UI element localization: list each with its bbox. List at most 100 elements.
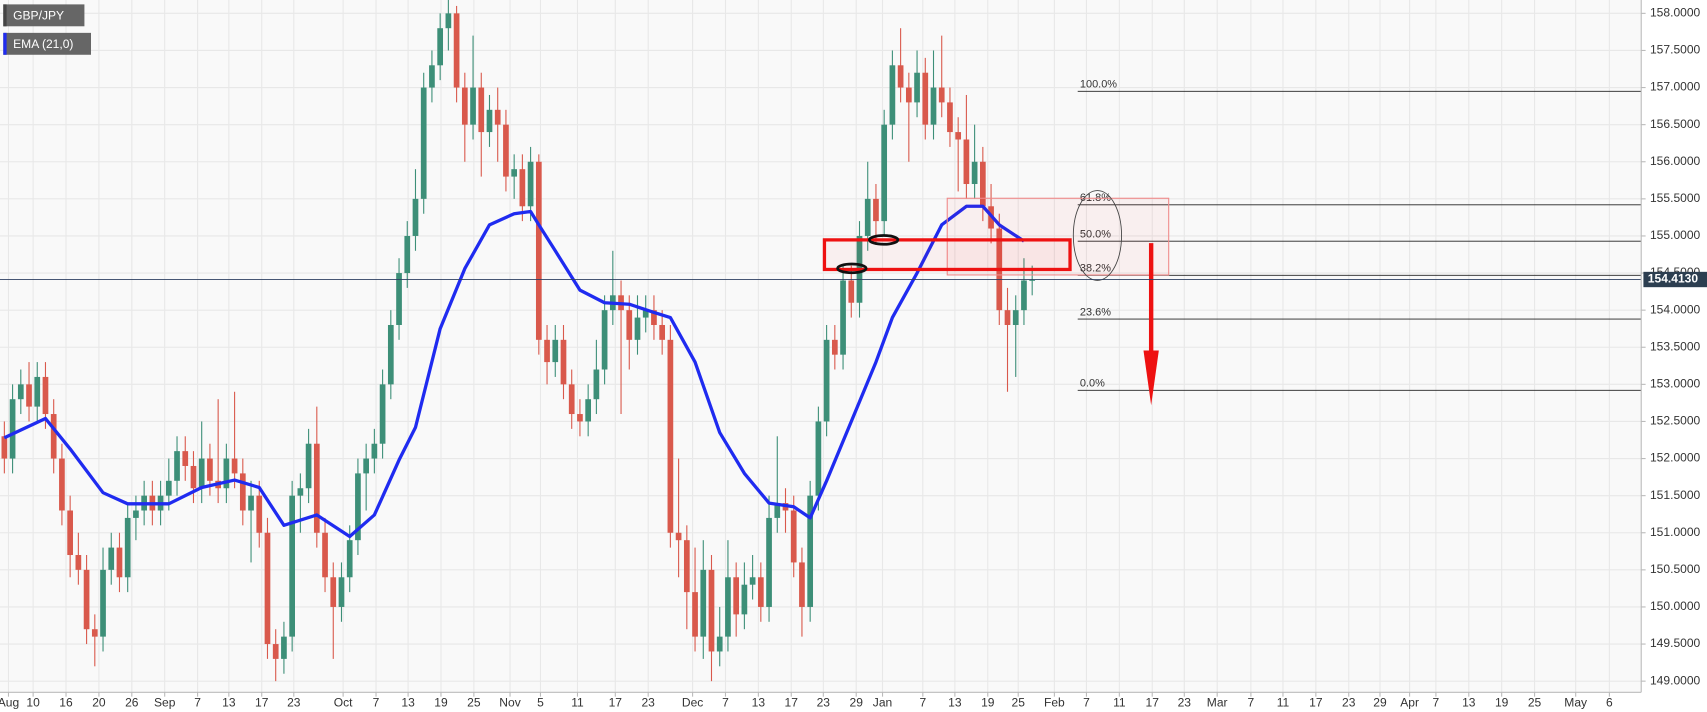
axes: 149.0000 149.5000 150.0000 150.5000 151.0000… <box>0 6 1707 709</box>
candle-body <box>387 324 394 385</box>
last-price-box <box>1643 271 1707 288</box>
candle-body <box>363 458 370 474</box>
y-tick-label: 149.0000 <box>1650 673 1701 687</box>
fib-label: 0.0% <box>1080 378 1105 390</box>
x-tick-label: Oct <box>334 695 353 709</box>
candle-body <box>75 555 82 570</box>
x-tick-label: 10 <box>26 695 40 709</box>
x-tick-label: 13 <box>401 695 415 709</box>
candle-body <box>560 339 567 385</box>
marker-ellipse <box>868 234 900 246</box>
candle-body <box>519 169 526 207</box>
x-tick-label: 13 <box>752 695 766 709</box>
last-price-label: 154.4130 <box>1648 272 1699 286</box>
y-tick-label: 154.0000 <box>1650 302 1701 316</box>
candle-body <box>239 473 246 511</box>
x-tick-label: 7 <box>1248 695 1255 709</box>
arrow-head <box>1143 350 1159 406</box>
y-tick-label: 153.0000 <box>1650 377 1701 391</box>
candle-body <box>601 310 608 370</box>
candle-body <box>527 161 534 207</box>
candle-body <box>91 629 98 637</box>
x-tick-label: 19 <box>434 695 448 709</box>
y-tick-label: 157.5000 <box>1650 43 1701 57</box>
fib-label: 50.0% <box>1080 228 1111 240</box>
x-tick-label: May <box>1564 695 1587 709</box>
x-tick-label: 16 <box>59 695 73 709</box>
candle-body <box>190 465 197 489</box>
candle-body <box>873 198 879 222</box>
x-tick-label: 23 <box>1342 695 1356 709</box>
candle-body <box>429 65 435 88</box>
legend-label: GBP/JPY <box>13 9 64 23</box>
candle-body <box>124 517 131 578</box>
candle-body <box>914 72 920 103</box>
x-tick-label: 6 <box>1606 695 1613 709</box>
x-tick-label: 17 <box>785 695 799 709</box>
candle-body <box>642 310 649 318</box>
x-tick-label: Nov <box>499 695 520 709</box>
candle-body <box>1004 310 1011 325</box>
candle-body <box>675 532 682 541</box>
candle-body <box>83 569 90 630</box>
candle-body <box>198 458 205 489</box>
candle-body <box>848 280 855 303</box>
candle-body <box>708 569 715 652</box>
candle-body <box>108 547 115 570</box>
x-tick-label: Apr <box>1400 695 1419 709</box>
ema-line <box>3 204 1025 539</box>
candle-body <box>133 510 139 518</box>
candle-body <box>790 510 797 563</box>
candle-body <box>396 273 402 325</box>
candle-body <box>749 577 756 585</box>
x-tick-label: Dec <box>682 695 703 709</box>
candle-body <box>700 569 707 637</box>
x-tick-label: 17 <box>1146 695 1160 709</box>
candle-body <box>470 87 476 125</box>
candle-body <box>174 451 180 481</box>
candle-body <box>930 87 937 125</box>
candle-body <box>840 280 846 355</box>
ema-line <box>3 204 1025 539</box>
y-tick-label: 156.5000 <box>1650 117 1701 131</box>
candle-body <box>338 577 345 607</box>
candle-body <box>938 87 945 103</box>
candle-body <box>281 636 287 659</box>
x-tick-label: 25 <box>1011 695 1025 709</box>
x-tick-label: 11 <box>571 695 584 709</box>
candle-body <box>947 102 953 133</box>
legend-label: EMA (21,0) <box>13 37 73 51</box>
y-tick-label: 150.0000 <box>1650 599 1701 613</box>
candle-body <box>256 495 263 533</box>
candle-body <box>593 369 600 400</box>
x-tick-label: 23 <box>287 695 301 709</box>
candle-body <box>420 87 427 199</box>
y-tick-label: 158.0000 <box>1650 6 1701 20</box>
fib-label: 23.6% <box>1080 306 1111 318</box>
candle-body <box>864 198 871 236</box>
candle-body <box>412 198 419 236</box>
candle-body <box>313 443 320 533</box>
candle-body <box>59 458 65 511</box>
candle-body <box>889 65 896 125</box>
candle-body <box>815 421 822 496</box>
candle-body <box>905 87 912 103</box>
candle-body <box>552 339 559 363</box>
y-tick-label: 152.5000 <box>1650 414 1701 428</box>
candle-body <box>725 577 731 637</box>
candle-body <box>9 399 16 459</box>
y-tick-label: 155.0000 <box>1650 228 1701 242</box>
x-tick-label: 7 <box>373 695 380 709</box>
candle-body <box>881 124 888 222</box>
zone-box <box>946 197 1170 276</box>
candle-body <box>100 569 106 637</box>
candle-body <box>355 473 361 541</box>
y-tick-label: 156.0000 <box>1650 154 1701 168</box>
y-tick-label: 149.5000 <box>1650 636 1701 650</box>
candle-body <box>716 636 723 652</box>
candle-body <box>248 495 254 511</box>
x-tick-label: 7 <box>722 695 729 709</box>
y-tick-label: 157.0000 <box>1650 80 1701 94</box>
x-tick-label: 20 <box>92 695 106 709</box>
